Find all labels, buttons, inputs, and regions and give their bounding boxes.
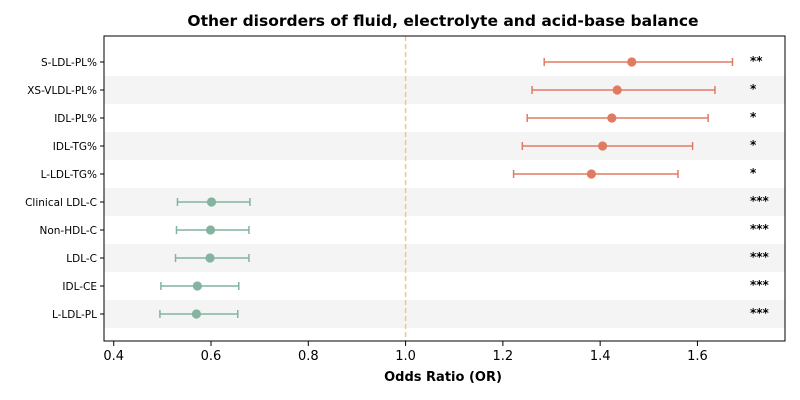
chart-title: Other disorders of fluid, electrolyte an… [187, 12, 698, 30]
significance-label: * [750, 138, 757, 152]
significance-label: ** [750, 54, 763, 68]
x-axis-label: Odds Ratio (OR) [384, 370, 502, 385]
or-point [607, 113, 617, 123]
y-tick-label: Clinical LDL-C [25, 197, 97, 209]
or-point [192, 281, 202, 291]
y-tick-label: Non-HDL-C [40, 225, 98, 237]
or-point [627, 57, 637, 67]
y-tick-label: S-LDL-PL% [41, 57, 97, 69]
significance-label: * [750, 110, 757, 124]
data-point-1 [531, 85, 716, 95]
data-points [159, 57, 734, 319]
x-tick-label: 1.0 [395, 349, 416, 364]
x-tick-label: 0.6 [201, 349, 222, 364]
or-point [191, 309, 202, 319]
y-tick-labels: S-LDL-PL% XS-VLDL-PL% IDL-PL% IDL-TG% L-LDL-… [25, 57, 104, 321]
or-point [206, 197, 217, 207]
x-tick-label: 0.4 [103, 349, 124, 364]
significance-label: *** [750, 306, 770, 320]
x-tick-label: 0.8 [298, 349, 319, 364]
significance-labels: ********************* [750, 54, 770, 320]
or-point [205, 225, 216, 235]
data-point-7 [174, 253, 250, 263]
data-point-8 [160, 281, 240, 291]
y-tick-label: L-LDL-TG% [41, 169, 97, 181]
significance-label: *** [750, 278, 770, 292]
significance-label: *** [750, 222, 770, 236]
x-tick-label: 1.4 [590, 349, 611, 364]
significance-label: * [750, 82, 757, 96]
data-point-4 [512, 169, 679, 179]
y-tick-label: L-LDL-PL [52, 309, 97, 321]
data-point-9 [159, 309, 239, 319]
data-point-6 [175, 225, 250, 235]
plot-frame [103, 35, 786, 342]
data-point-2 [526, 113, 709, 123]
or-point [586, 169, 597, 179]
or-point [205, 253, 215, 263]
data-point-5 [176, 197, 251, 207]
data-point-3 [521, 141, 694, 151]
significance-label: *** [750, 194, 770, 208]
x-axis-ticks: 0.4 0.6 0.8 1.0 1.2 1.4 1.6 [103, 341, 708, 364]
y-tick-label: IDL-TG% [53, 141, 97, 153]
data-point-0 [543, 57, 734, 67]
x-tick-label: 1.2 [493, 349, 514, 364]
y-tick-label: LDL-C [66, 253, 97, 265]
or-point [597, 141, 608, 151]
significance-label: *** [750, 250, 770, 264]
y-tick-label: IDL-CE [62, 281, 97, 293]
significance-label: * [750, 166, 757, 180]
or-point [612, 85, 622, 95]
x-tick-label: 1.6 [687, 349, 708, 364]
y-tick-label: IDL-PL% [54, 113, 97, 125]
y-tick-label: XS-VLDL-PL% [27, 85, 97, 97]
